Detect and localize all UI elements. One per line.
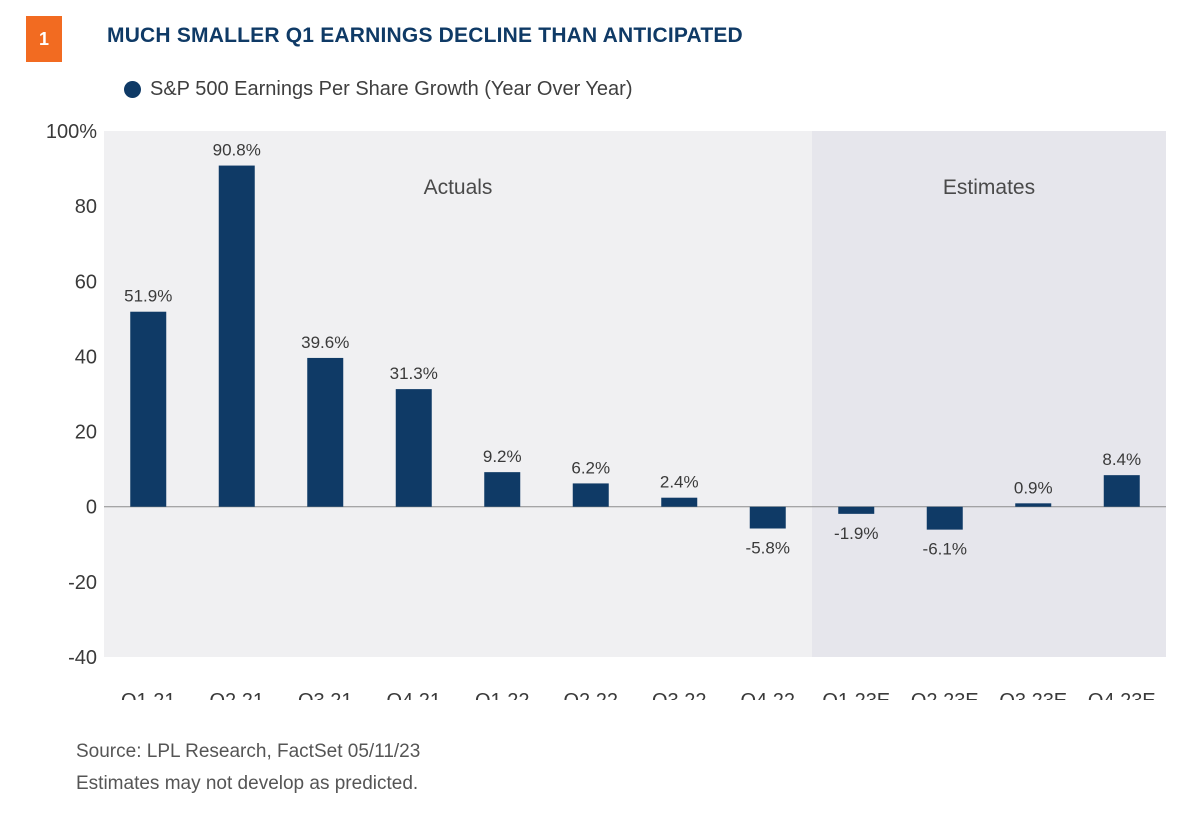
x-tick-label: Q1 21 [121, 690, 175, 700]
region-actuals-background [104, 131, 812, 657]
bar [838, 506, 875, 514]
data-label: -5.8% [746, 539, 790, 558]
y-tick-label: 40 [75, 346, 97, 368]
y-tick-label: -20 [68, 572, 97, 594]
x-tick-label: Q4 21 [387, 690, 441, 700]
y-tick-label: 80 [75, 196, 97, 218]
x-tick-label: Q3 23E [999, 690, 1067, 700]
data-label: 51.9% [124, 287, 172, 306]
bar [130, 311, 167, 507]
bar [307, 357, 344, 507]
data-label: -6.1% [923, 540, 967, 559]
data-label: 0.9% [1014, 478, 1053, 497]
bar-chart: Actuals Estimates 100% 80 60 40 20 0 -20 -40 51.9%… [46, 121, 1166, 700]
region-actuals-label: Actuals [424, 176, 493, 199]
data-label: 9.2% [483, 447, 522, 466]
legend: S&P 500 Earnings Per Share Growth (Year … [124, 78, 633, 101]
x-tick-label: Q2 21 [210, 690, 264, 700]
data-label: -1.9% [834, 524, 878, 543]
y-tick-label: 60 [75, 271, 97, 293]
x-tick-label: Q1 22 [475, 690, 529, 700]
bar [395, 389, 432, 507]
y-tick-label: 100% [46, 121, 97, 143]
region-estimates-background [812, 131, 1166, 657]
region-estimates-label: Estimates [943, 176, 1035, 199]
legend-label: S&P 500 Earnings Per Share Growth (Year … [150, 78, 633, 100]
chart-title: MUCH SMALLER Q1 EARNINGS DECLINE THAN AN… [107, 24, 743, 47]
bar [926, 506, 963, 530]
disclaimer-note: Estimates may not develop as predicted. [76, 773, 419, 794]
data-label: 2.4% [660, 473, 699, 492]
x-tick-label: Q3 22 [652, 690, 706, 700]
bar [661, 497, 698, 507]
source-note: Source: LPL Research, FactSet 05/11/23 [76, 741, 421, 762]
bar [572, 483, 609, 507]
x-tick-label: Q2 22 [564, 690, 618, 700]
x-tick-label: Q4 22 [741, 690, 795, 700]
y-tick-label: -40 [68, 647, 97, 669]
bar [1103, 475, 1140, 507]
data-label: 31.3% [390, 364, 438, 383]
x-tick-label: Q4 23E [1088, 690, 1156, 700]
bar [218, 165, 255, 507]
figure-number-badge: 1 [26, 16, 62, 62]
data-label: 90.8% [213, 141, 261, 160]
bar [1015, 503, 1052, 507]
bar [484, 472, 521, 507]
y-tick-label: 20 [75, 422, 97, 444]
legend-marker-icon [124, 81, 141, 98]
x-tick-label: Q3 21 [298, 690, 352, 700]
bar [749, 506, 786, 529]
data-label: 8.4% [1102, 450, 1141, 469]
data-label: 39.6% [301, 333, 349, 352]
data-label: 6.2% [571, 458, 610, 477]
x-tick-label: Q1 23E [822, 690, 890, 700]
x-tick-label: Q2 23E [911, 690, 979, 700]
y-tick-label: 0 [86, 497, 97, 519]
